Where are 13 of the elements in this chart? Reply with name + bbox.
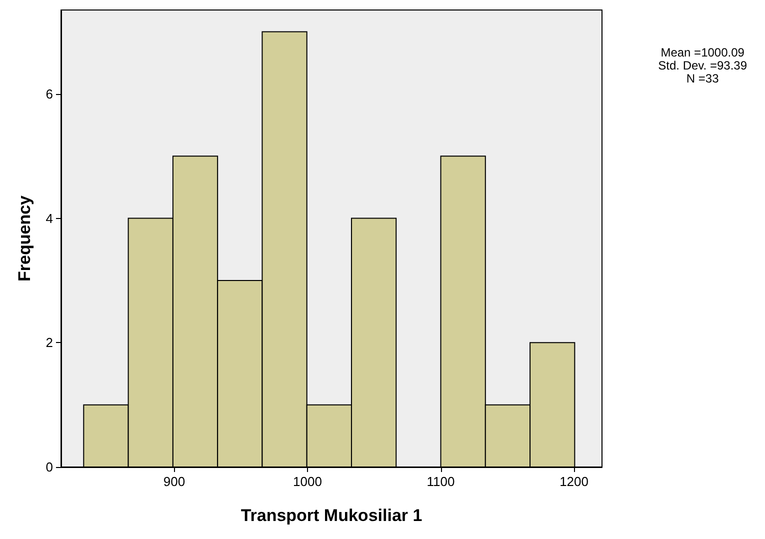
- y-tick-label: 2: [46, 335, 53, 350]
- x-axis-title: Transport Mukosiliar 1: [240, 506, 422, 525]
- x-tick-label: 900: [163, 474, 186, 489]
- x-tick-label: 1100: [426, 474, 455, 489]
- y-tick-label: 6: [46, 86, 53, 102]
- text: N =33: [686, 72, 720, 86]
- text: Mean =1000.09: [660, 46, 745, 60]
- x-tick-label: 1200: [560, 474, 588, 489]
- text: Std. Dev. =93.39: [658, 58, 748, 72]
- y-axis-title: Frequency: [15, 194, 34, 282]
- y-tick-label: 0: [46, 460, 53, 474]
- x-tick-label: 1000: [293, 474, 322, 489]
- y-tick-label: 4: [46, 210, 53, 226]
